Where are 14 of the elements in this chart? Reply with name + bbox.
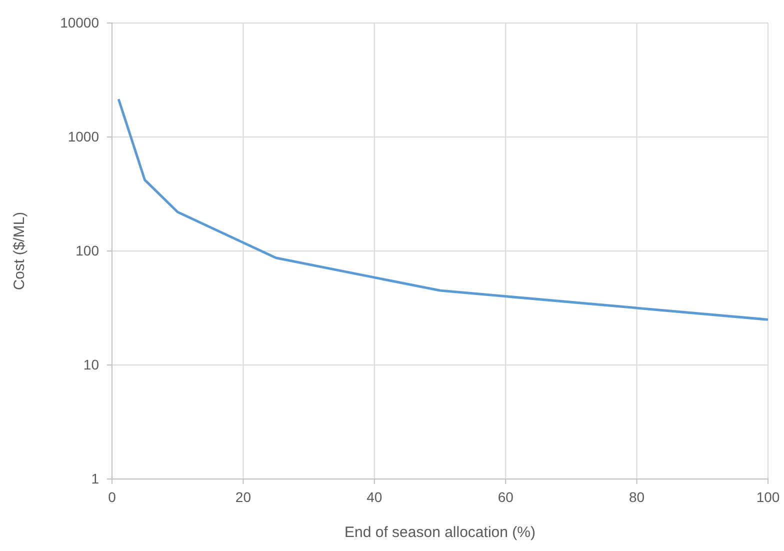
y-tick-label: 1000 <box>68 128 100 144</box>
y-axis-title: Cost ($/ML) <box>11 212 28 290</box>
x-tick-label: 0 <box>108 488 116 505</box>
x-axis-title: End of season allocation (%) <box>344 524 536 541</box>
x-tick-label: 40 <box>366 488 382 505</box>
y-tick-label: 100 <box>76 242 100 258</box>
x-tick-label: 20 <box>235 488 252 505</box>
line-series <box>117 98 770 321</box>
x-tick-label: 60 <box>498 488 514 505</box>
y-tick-label: 10 <box>83 356 100 372</box>
y-tick-label: 10000 <box>60 14 100 30</box>
x-tick-label: 100 <box>756 488 780 505</box>
x-tick-label: 80 <box>629 488 645 505</box>
y-tick-label: 1 <box>91 470 100 486</box>
